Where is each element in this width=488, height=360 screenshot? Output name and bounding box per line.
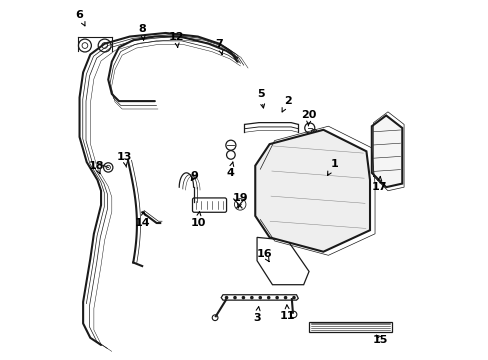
Text: 4: 4 [226, 162, 234, 178]
Text: 7: 7 [215, 39, 223, 54]
Text: 16: 16 [256, 248, 271, 262]
Text: 15: 15 [372, 334, 387, 345]
Polygon shape [371, 116, 402, 187]
Text: 12: 12 [168, 32, 184, 47]
Circle shape [249, 296, 253, 300]
Circle shape [275, 296, 278, 300]
Text: 20: 20 [301, 111, 316, 126]
Text: 13: 13 [117, 152, 132, 167]
Circle shape [266, 296, 270, 300]
Circle shape [292, 296, 295, 300]
Text: 3: 3 [253, 307, 260, 323]
Text: 18: 18 [89, 161, 104, 174]
Text: 17: 17 [370, 176, 386, 192]
Circle shape [241, 296, 244, 300]
Text: 14: 14 [134, 212, 150, 228]
Text: 19: 19 [233, 193, 248, 208]
Text: 5: 5 [256, 89, 264, 108]
Circle shape [233, 296, 236, 300]
Text: 8: 8 [138, 24, 146, 40]
Text: 11: 11 [279, 305, 295, 321]
Circle shape [258, 296, 262, 300]
Text: 1: 1 [327, 159, 337, 175]
Text: 9: 9 [190, 171, 198, 181]
Text: 6: 6 [76, 10, 85, 26]
Text: 10: 10 [190, 212, 205, 228]
Text: 2: 2 [282, 96, 291, 112]
Circle shape [283, 296, 287, 300]
Polygon shape [255, 130, 369, 252]
Circle shape [224, 296, 228, 300]
